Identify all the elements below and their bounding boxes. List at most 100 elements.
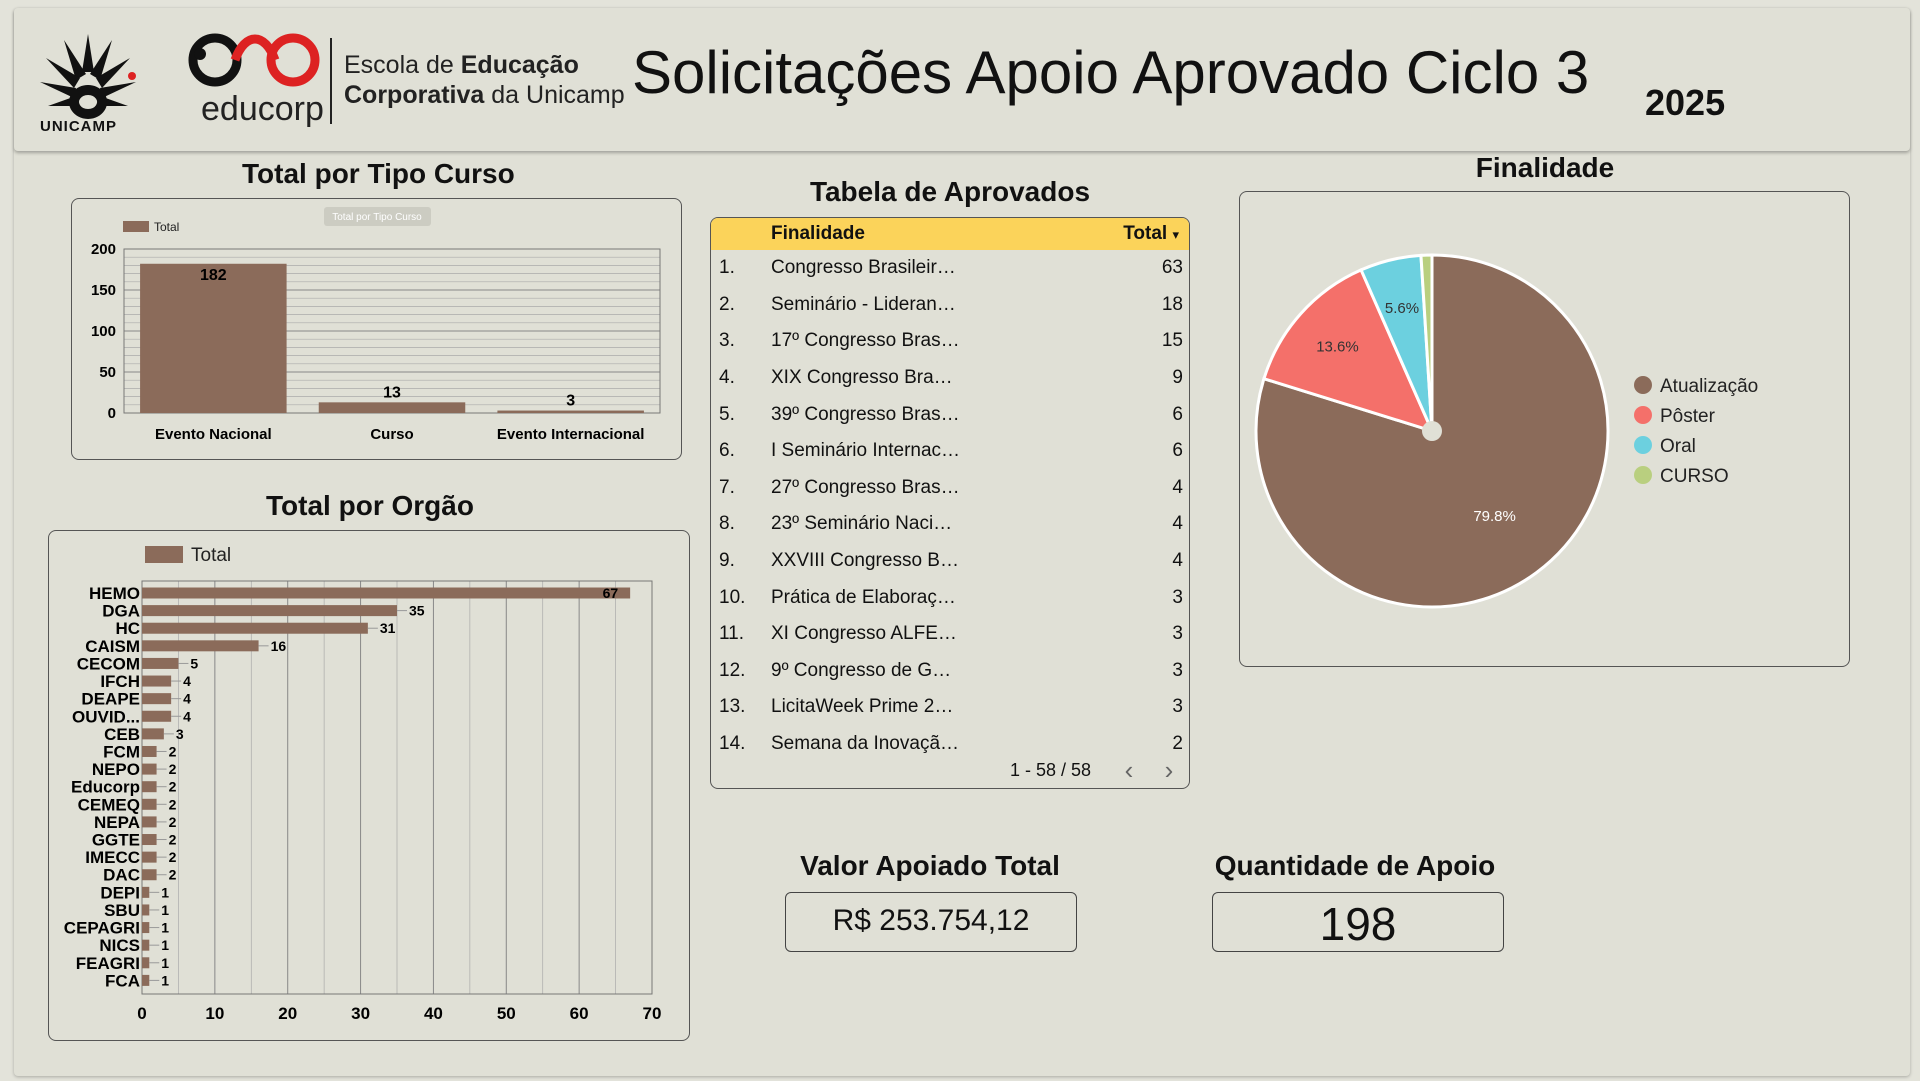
table-row[interactable]: 6. I Seminário Internac… 6 (711, 433, 1189, 470)
table-row[interactable]: 11. XI Congresso ALFE… 3 (711, 616, 1189, 653)
cell-name: Semana da Inovaçã… (771, 733, 960, 755)
bar[interactable] (142, 922, 150, 934)
bar-value-label: 3 (176, 726, 184, 742)
y-tick-label: DEAPE (81, 690, 140, 709)
bar[interactable] (142, 886, 150, 898)
bar[interactable] (142, 763, 157, 775)
bar-value-label: 31 (380, 620, 396, 636)
cell-num: 7. (719, 476, 735, 498)
cell-name: 23º Seminário Naci… (771, 513, 953, 535)
table-row[interactable]: 10. Prática de Elaboraç… 3 (711, 579, 1189, 616)
table-row[interactable]: 7. 27º Congresso Bras… 4 (711, 470, 1189, 507)
sort-desc-icon[interactable]: ▾ (1172, 227, 1179, 242)
bar[interactable] (142, 728, 164, 740)
bar[interactable] (497, 410, 644, 413)
table-row[interactable]: 5. 39º Congresso Bras… 6 (711, 396, 1189, 433)
valor-card: R$ 253.754,12 (785, 892, 1077, 952)
bar-value-label: 2 (169, 779, 177, 795)
y-tick-label: 0 (108, 405, 116, 422)
bar[interactable] (142, 939, 150, 951)
cell-num: 10. (719, 586, 746, 608)
bar[interactable] (142, 710, 172, 722)
cell-total: 3 (1172, 696, 1183, 718)
table-header: Finalidade Total ▾ (711, 218, 1189, 250)
cell-name: XXVIII Congresso B… (771, 550, 959, 572)
table-row[interactable]: 9. XXVIII Congresso B… 4 (711, 543, 1189, 580)
bar[interactable] (140, 263, 287, 413)
finalidade-pie-chart: 79.8% 13.6% 5.6% Atualização Pôster Oral CURSO (1254, 253, 1758, 609)
cell-name: 9º Congresso de G… (771, 659, 952, 681)
bar[interactable] (142, 816, 157, 828)
pie-slice[interactable] (1262, 267, 1435, 434)
bar[interactable] (142, 657, 179, 669)
tipo-curso-chart: Total por Tipo Curso Total 0 50 100 150 200 1… (91, 207, 661, 443)
bar[interactable] (142, 745, 157, 757)
x-tick-label: 10 (205, 1004, 224, 1023)
y-tick-label: DAC (103, 866, 140, 885)
table-row[interactable]: 12. 9º Congresso de G… 3 (711, 653, 1189, 690)
y-tick-label: HC (115, 619, 140, 638)
table-row[interactable]: 1. Congresso Brasileir… 63 (711, 250, 1189, 287)
unicamp-logo (40, 34, 136, 119)
bar[interactable] (142, 781, 157, 793)
cell-name: 39º Congresso Bras… (771, 403, 960, 425)
bar[interactable] (142, 974, 150, 986)
next-page-icon[interactable]: › (1164, 754, 1174, 785)
bar-value-label: 4 (183, 708, 191, 724)
bar-value-label: 2 (169, 796, 177, 812)
legend-label: Total (191, 545, 231, 566)
bar-value-label: 2 (169, 761, 177, 777)
table-row[interactable]: 4. XIX Congresso Bra… 9 (711, 360, 1189, 397)
cell-total: 15 (1161, 330, 1183, 352)
bar[interactable] (142, 798, 157, 810)
legend-swatch (1634, 466, 1652, 484)
column-header-total[interactable]: Total ▾ (1123, 223, 1179, 244)
bar[interactable] (142, 851, 157, 863)
cell-num: 8. (719, 513, 735, 535)
pagination-label: 1 - 58 / 58 (1009, 759, 1091, 780)
slice-value-label: 79.8% (1473, 508, 1516, 525)
column-header-finalidade[interactable]: Finalidade (771, 223, 865, 244)
table-row[interactable]: 2. Seminário - Lideran… 18 (711, 287, 1189, 324)
table-row[interactable]: 3. 17º Congresso Bras… 15 (711, 323, 1189, 360)
pie-slice[interactable] (1419, 253, 1434, 432)
table-body: 1. Congresso Brasileir… 63 2. Seminário - Li… (711, 250, 1189, 762)
bar[interactable] (142, 693, 172, 705)
bar[interactable] (142, 834, 157, 846)
bar[interactable] (142, 640, 259, 652)
cell-num: 14. (719, 733, 746, 755)
table-row[interactable]: 13. LicitaWeek Prime 2… 3 (711, 689, 1189, 726)
bar[interactable] (142, 675, 172, 687)
y-tick-label: IMECC (85, 848, 140, 867)
slice-value-label: 13.6% (1316, 339, 1359, 356)
educorp-wordmark: educorp (201, 90, 324, 128)
cell-total: 4 (1172, 476, 1183, 498)
cell-name: LicitaWeek Prime 2… (771, 696, 954, 718)
bar[interactable] (142, 587, 631, 599)
bar[interactable] (318, 402, 466, 413)
qtd-value: 198 (1319, 898, 1397, 950)
y-tick-label: NICS (99, 936, 140, 955)
y-tick-label: 200 (91, 241, 116, 258)
tipo-curso-title: Total por Tipo Curso (242, 158, 515, 189)
x-tick-label: 50 (497, 1004, 516, 1023)
page-title: Solicitações Apoio Aprovado Ciclo 3 (632, 39, 1590, 106)
prev-page-icon[interactable]: ‹ (1124, 754, 1134, 785)
y-tick-label: CAISM (85, 637, 140, 656)
x-tick-label: 20 (278, 1004, 297, 1023)
bar[interactable] (142, 622, 368, 634)
bar[interactable] (142, 904, 150, 916)
y-tick-label: NEPA (94, 813, 140, 832)
cell-num: 5. (719, 403, 735, 425)
y-tick-label: CEB (104, 725, 140, 744)
bar[interactable] (142, 605, 397, 617)
table-row[interactable]: 8. 23º Seminário Naci… 4 (711, 506, 1189, 543)
table-row[interactable]: 14. Semana da Inovaçã… 2 (711, 726, 1189, 763)
bar[interactable] (142, 957, 150, 969)
x-tick-label: 70 (643, 1004, 662, 1023)
aprovados-table: Finalidade Total ▾ 1. Congresso Brasileir… (710, 217, 1190, 789)
bar-value-label: 67 (603, 585, 619, 601)
bar[interactable] (142, 869, 157, 881)
x-tick-label: 60 (570, 1004, 589, 1023)
